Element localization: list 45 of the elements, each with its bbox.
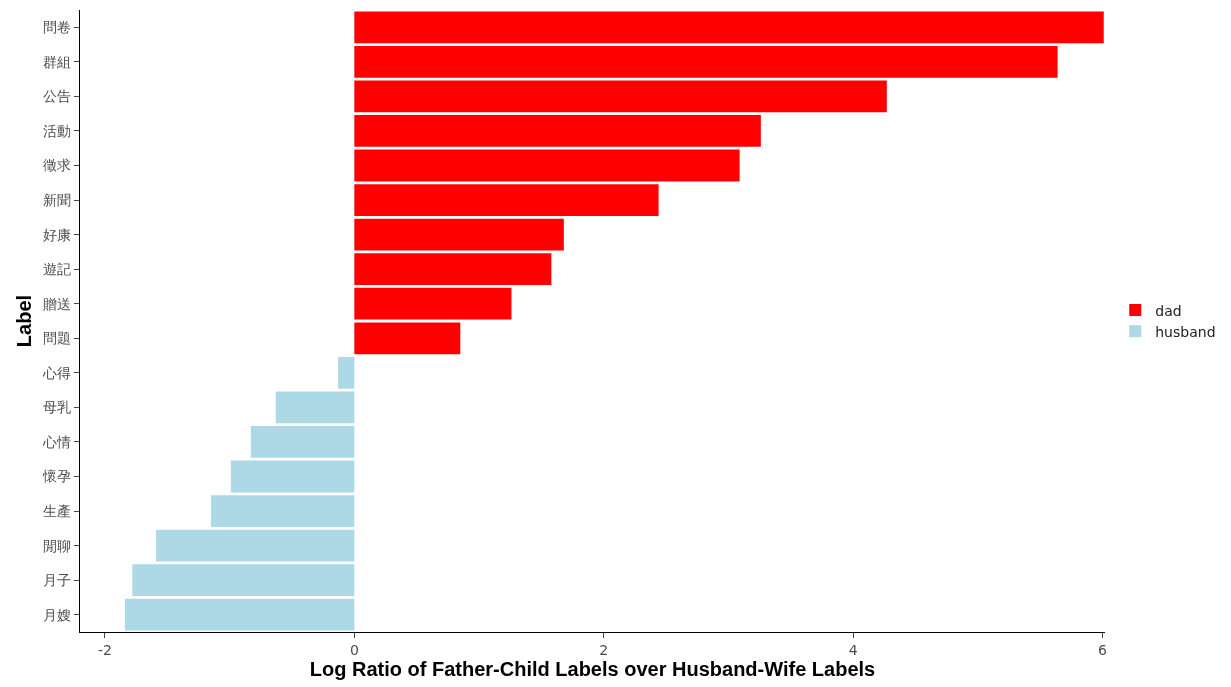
y-tick-label: 遊記 xyxy=(43,261,72,278)
bar xyxy=(354,184,659,216)
x-tick-label: 0 xyxy=(349,641,359,658)
bar xyxy=(354,218,564,251)
y-tick-label: 生產 xyxy=(43,502,72,519)
y-tick-label: 活動 xyxy=(43,122,72,139)
y-axis-title: Label xyxy=(12,294,35,348)
y-tick-label: 公告 xyxy=(43,88,72,105)
y-tick-label: 好康 xyxy=(43,226,72,243)
x-tick-label: 4 xyxy=(848,641,858,658)
y-tick-label: 懷孕 xyxy=(42,468,72,485)
bar xyxy=(156,529,355,562)
y-tick-label: 新聞 xyxy=(43,191,72,208)
bar xyxy=(354,253,552,286)
y-tick-label: 贈送 xyxy=(43,295,72,312)
bar xyxy=(354,149,740,182)
x-tick-label: 2 xyxy=(599,641,609,658)
y-tick-label: 母乳 xyxy=(43,399,72,416)
y-tick-label: 心得 xyxy=(42,364,72,381)
bar xyxy=(354,80,887,113)
bar xyxy=(210,495,355,527)
x-axis-title: Log Ratio of Father-Child Labels over Husband-Wife Labels xyxy=(309,658,876,681)
bar xyxy=(354,45,1058,78)
legend-label: dad xyxy=(1155,302,1182,319)
y-tick-label: 問卷 xyxy=(43,19,72,36)
y-tick-label: 月嫂 xyxy=(43,606,72,623)
y-tick-label: 群組 xyxy=(43,53,72,70)
y-tick-label: 問題 xyxy=(43,330,72,347)
y-tick-label: 月子 xyxy=(43,572,72,589)
y-tick-label: 心情 xyxy=(42,433,72,450)
x-tick-label: -2 xyxy=(97,641,112,658)
y-tick-label: 徵求 xyxy=(43,157,72,174)
bar xyxy=(354,287,512,320)
bar xyxy=(132,564,355,597)
bar xyxy=(338,356,355,389)
bar xyxy=(275,391,355,424)
y-tick-label: 閒聊 xyxy=(43,537,72,554)
bar xyxy=(354,11,1104,44)
bar xyxy=(250,426,355,458)
bar xyxy=(124,598,355,631)
x-tick-label: 6 xyxy=(1098,641,1108,658)
legend-label: husband xyxy=(1155,323,1216,340)
bar xyxy=(354,322,461,355)
bar xyxy=(230,460,355,493)
bar xyxy=(354,115,761,147)
